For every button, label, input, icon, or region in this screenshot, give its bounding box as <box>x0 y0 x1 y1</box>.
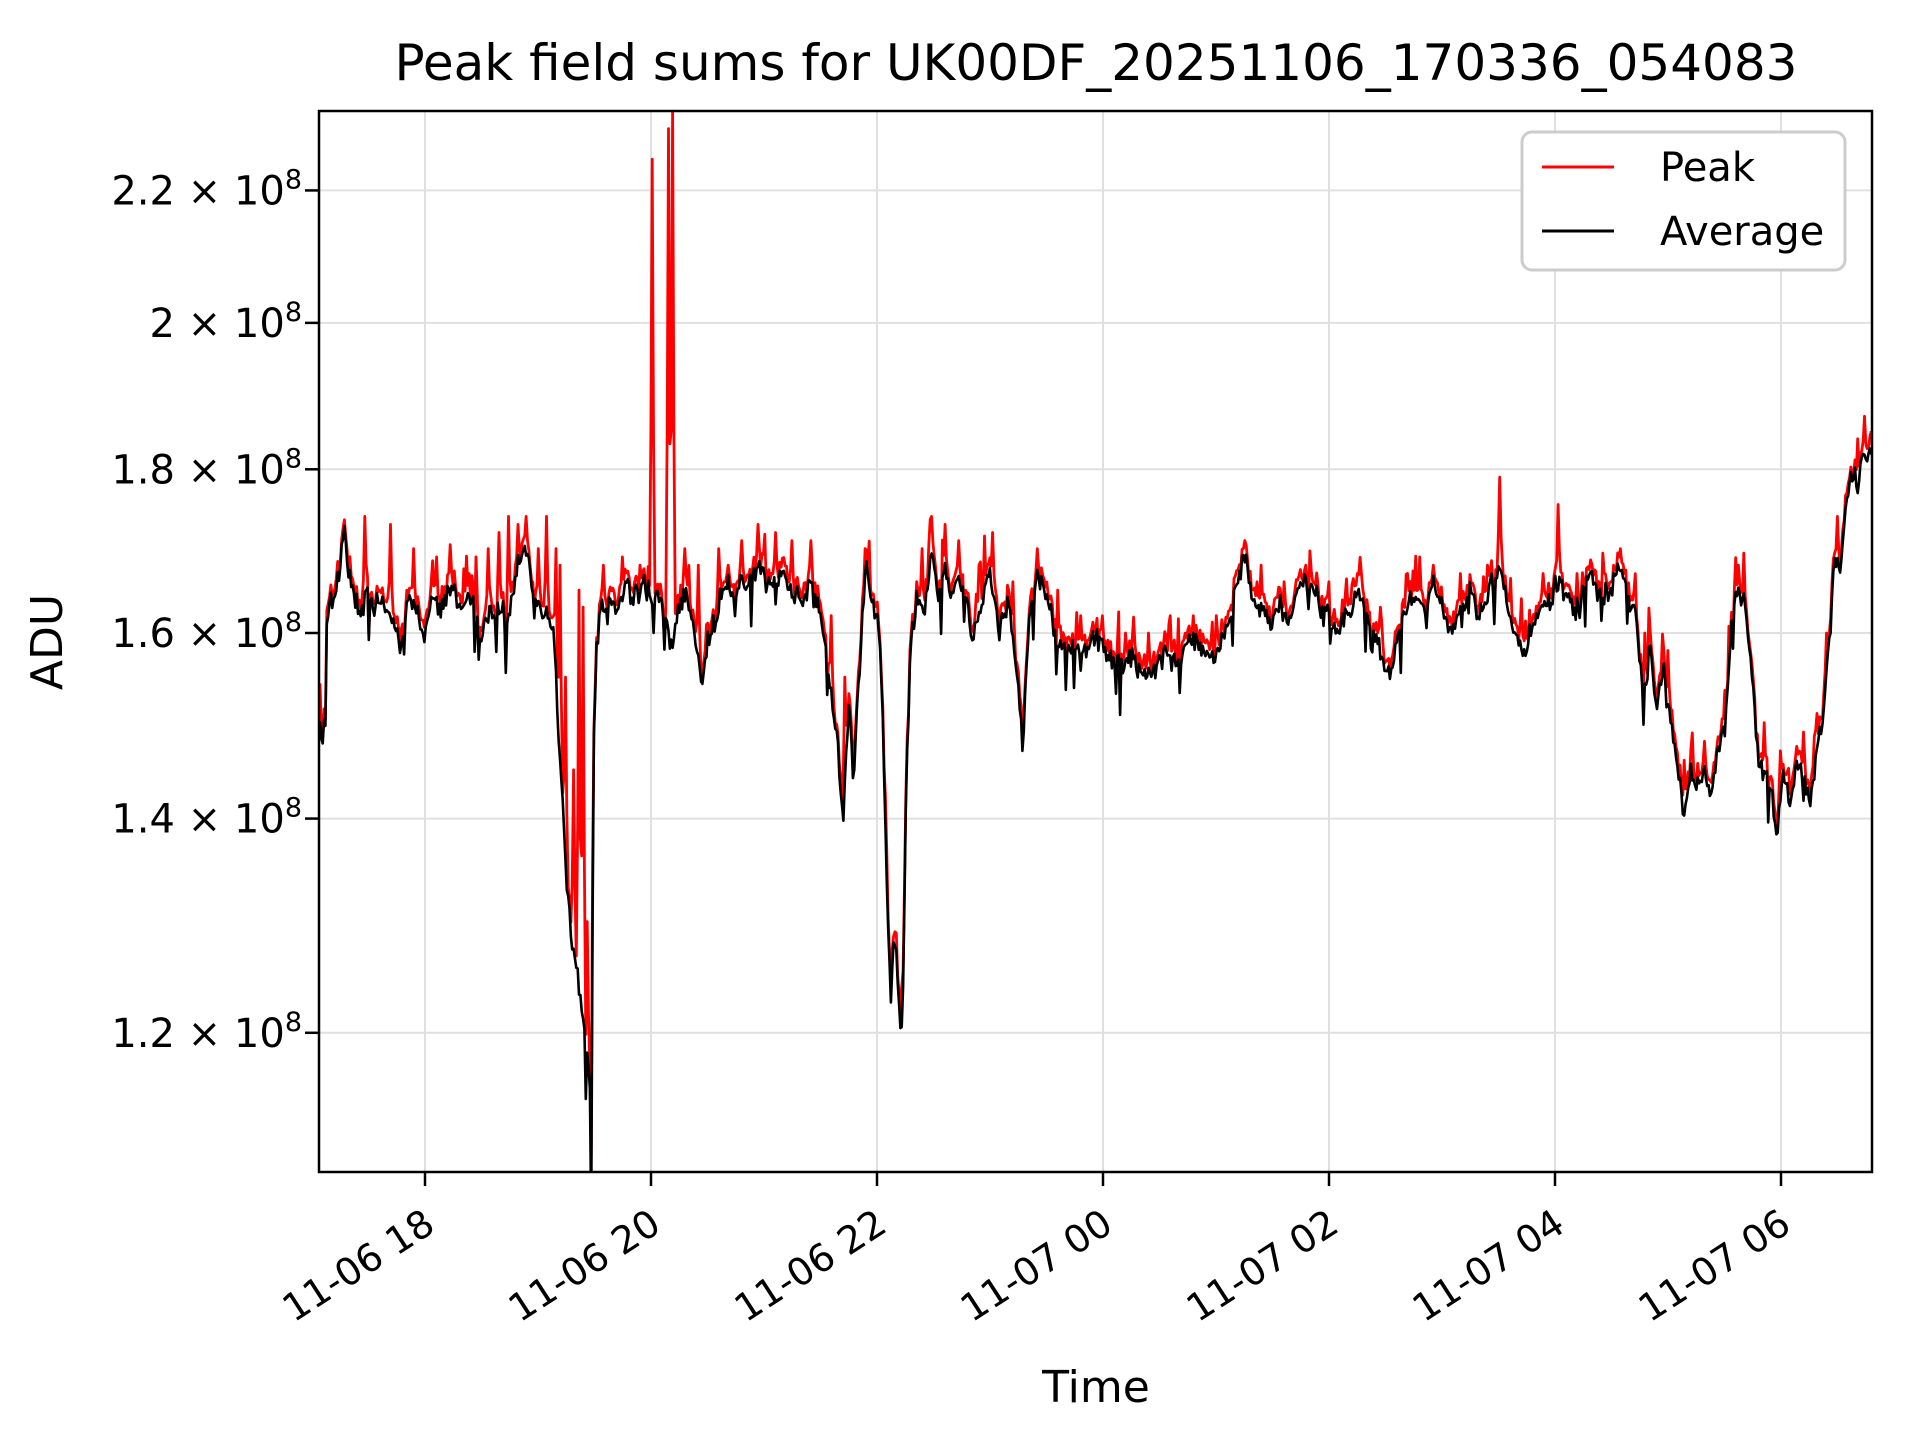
average-series-line <box>319 447 1872 1172</box>
plot-frame <box>317 109 1874 1174</box>
y-tick-label: 2.2 × 108 <box>111 164 302 214</box>
series-lines <box>319 111 1872 1172</box>
y-tick-labels: 2.2 × 108 2 × 108 1.8 × 108 1.6 × 108 1.4 × … <box>111 164 302 1056</box>
chart-title: Peak field sums for UK00DF_20251106_1703… <box>395 34 1798 92</box>
y-tick-label: 1.4 × 108 <box>111 793 302 843</box>
x-axis-label: Time <box>1041 1362 1150 1413</box>
y-axis-label: ADU <box>22 594 73 690</box>
y-tick-label: 2 × 108 <box>150 297 302 347</box>
y-tick-label: 1.6 × 108 <box>111 607 302 657</box>
legend-average-label: Average <box>1660 209 1824 255</box>
axis-ticks <box>305 189 1783 1186</box>
y-tick-label: 1.2 × 108 <box>111 1007 302 1057</box>
legend-peak-label: Peak <box>1660 145 1756 191</box>
y-tick-label: 1.8 × 108 <box>111 443 302 493</box>
legend: Peak Average <box>1520 130 1847 272</box>
